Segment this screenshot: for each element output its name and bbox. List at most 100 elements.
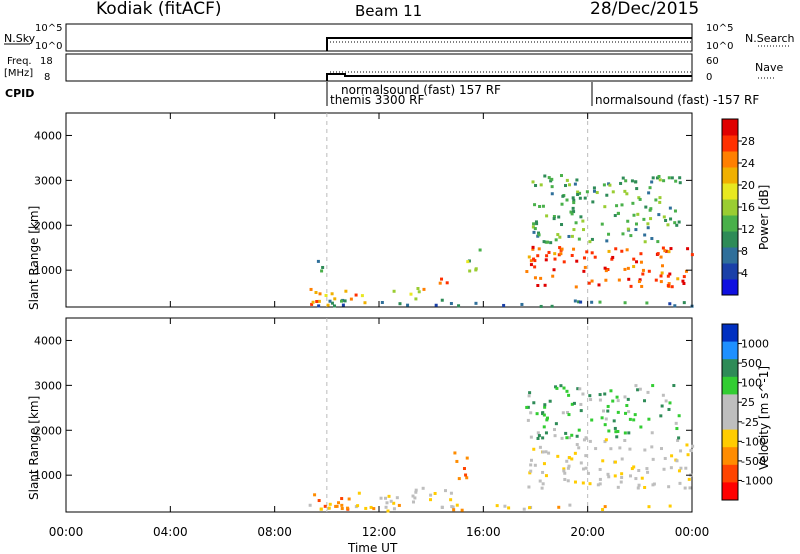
range-cell	[635, 260, 639, 264]
range-cell	[619, 480, 623, 484]
range-cell	[629, 234, 633, 238]
range-cell	[575, 443, 579, 447]
range-cell	[675, 427, 679, 431]
range-cell	[533, 276, 537, 280]
colorbar-tick-label: 28	[741, 135, 755, 148]
range-cell	[540, 486, 544, 490]
range-cell	[319, 507, 323, 511]
range-cell	[556, 233, 560, 237]
range-cell	[691, 444, 695, 448]
range-cell	[637, 196, 641, 200]
station-title: Kodiak (fitACF)	[96, 0, 222, 19]
range-cell	[554, 238, 558, 242]
range-cell	[315, 300, 319, 304]
range-cell	[372, 507, 376, 511]
range-cell	[564, 431, 568, 435]
range-cell	[567, 234, 571, 238]
range-cell	[620, 249, 624, 253]
range-cell	[559, 384, 563, 388]
range-cell	[651, 457, 655, 461]
range-cell	[581, 392, 585, 396]
range-cell	[656, 240, 660, 244]
range-cell	[310, 302, 314, 306]
range-cell	[620, 203, 624, 207]
range-cell	[543, 403, 547, 407]
range-cell	[364, 506, 368, 510]
range-cell	[577, 428, 581, 432]
x-tick-label: 08:00	[257, 525, 292, 539]
range-cell	[682, 282, 686, 286]
range-cell	[654, 278, 658, 282]
range-cell	[552, 217, 556, 221]
range-cell	[613, 460, 617, 464]
colorbar-cell	[722, 199, 738, 216]
range-cell	[328, 299, 332, 303]
range-cell	[549, 241, 553, 245]
range-cell	[669, 247, 673, 251]
range-cell	[538, 204, 542, 208]
range-cell	[659, 447, 663, 451]
range-cell	[607, 429, 611, 433]
cpid-label: CPID	[5, 87, 34, 100]
noise-panel: N.Sky 10^5 10^0 10^5 10^0 N.Search	[4, 23, 795, 52]
range-cell	[453, 451, 457, 455]
range-cell	[667, 282, 671, 286]
range-cell	[620, 472, 624, 476]
range-cell	[627, 410, 631, 414]
range-cell	[603, 205, 607, 209]
range-cell	[629, 284, 633, 288]
range-cell	[421, 486, 425, 490]
range-cell	[531, 225, 535, 229]
range-cell	[650, 237, 654, 241]
range-cell	[411, 500, 415, 504]
range-cell	[536, 254, 540, 258]
colorbar-tick-label: -1000	[741, 474, 773, 487]
range-cell	[380, 300, 384, 304]
range-cell	[573, 299, 577, 303]
range-cell	[575, 178, 579, 182]
range-cell	[603, 266, 607, 270]
range-cell	[574, 221, 578, 225]
range-cell	[320, 269, 324, 273]
range-cell	[688, 486, 692, 490]
range-cell	[535, 222, 539, 226]
range-cell	[535, 412, 539, 416]
range-cell	[562, 467, 566, 471]
range-cell	[533, 227, 537, 231]
range-cell	[445, 281, 449, 285]
nave-scale-bottom: 0	[706, 72, 712, 83]
range-cell	[581, 481, 585, 485]
noise-scale-bottom-right: 10^0	[706, 41, 733, 52]
noise-scale-top-right: 10^5	[706, 23, 733, 34]
x-tick-label: 12:00	[362, 525, 397, 539]
range-cell	[570, 234, 574, 238]
range-cell	[356, 504, 360, 508]
range-cell	[606, 472, 610, 476]
range-cell	[667, 176, 671, 180]
range-cell	[357, 491, 361, 495]
range-cell	[536, 431, 540, 435]
range-cell	[686, 453, 690, 457]
range-cell	[594, 447, 598, 451]
range-cell	[590, 237, 594, 241]
range-cell	[579, 402, 583, 406]
range-cell	[534, 220, 538, 224]
range-cell	[321, 265, 325, 269]
range-cell	[606, 404, 610, 408]
colorbar-tick-label: 100	[741, 377, 762, 390]
range-cell	[604, 417, 608, 421]
range-cell	[590, 251, 594, 255]
range-cell	[474, 301, 478, 305]
range-cell	[572, 247, 576, 251]
range-cell	[605, 239, 609, 243]
range-cell	[682, 301, 686, 305]
range-cell	[579, 300, 583, 304]
range-cell	[583, 265, 587, 269]
range-cell	[532, 401, 536, 405]
range-cell	[529, 263, 533, 267]
range-cell	[676, 277, 680, 281]
range-cell	[544, 450, 548, 454]
range-cell	[668, 302, 672, 306]
range-cell	[572, 201, 576, 205]
range-cell	[389, 499, 393, 503]
